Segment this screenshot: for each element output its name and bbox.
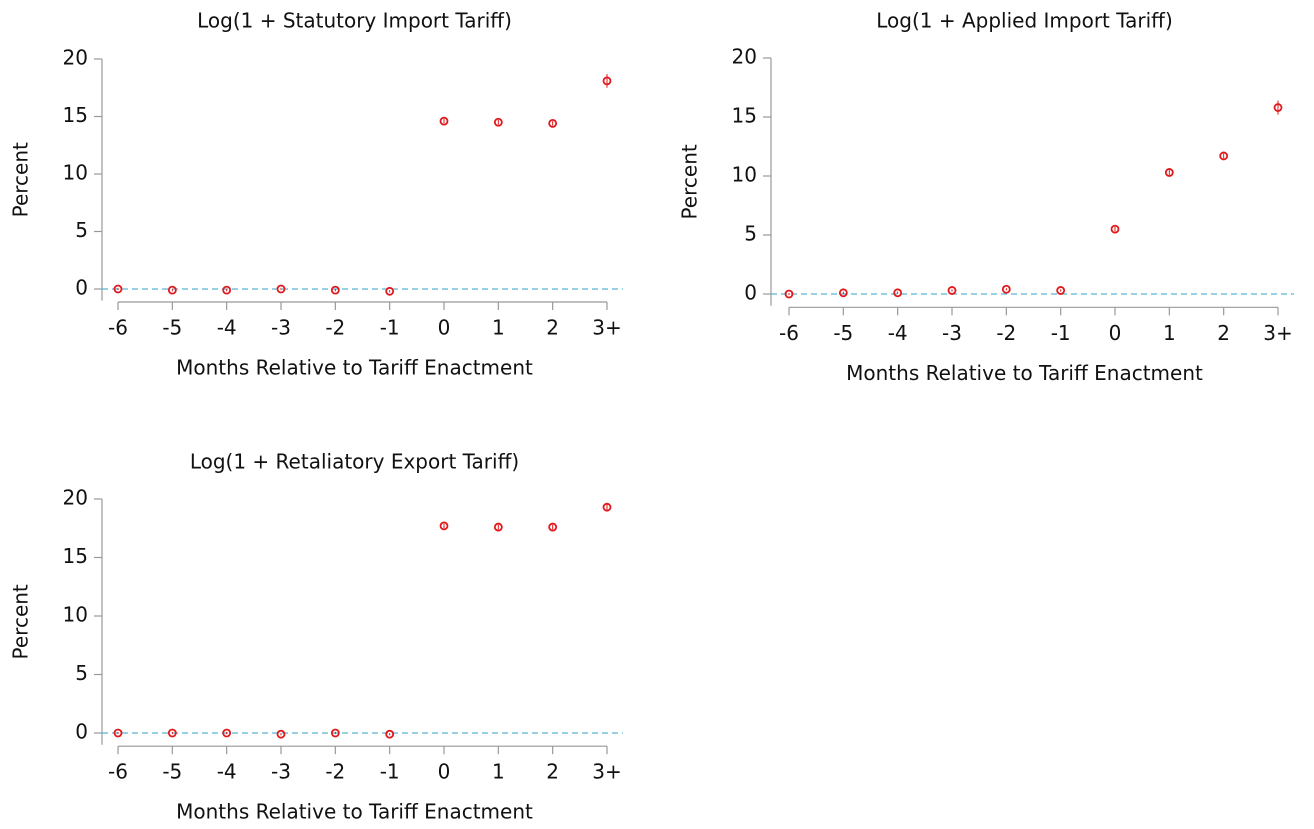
y-axis-label: Percent <box>9 142 33 217</box>
point <box>385 729 395 739</box>
x-tick-label: 2 <box>546 760 559 784</box>
x-tick-label: 2 <box>1217 321 1230 345</box>
x-tick-label: 3+ <box>592 760 621 784</box>
point <box>276 729 286 739</box>
point <box>113 284 123 294</box>
y-tick-label: 20 <box>732 45 757 69</box>
x-axis-label: Months Relative to Tariff Enactment <box>846 361 1203 385</box>
x-tick-label: -3 <box>271 316 291 340</box>
y-axis-label: Percent <box>678 144 702 219</box>
point <box>222 285 232 295</box>
x-tick-label: -2 <box>996 321 1016 345</box>
x-tick-label: -1 <box>380 316 400 340</box>
point <box>493 117 503 127</box>
point <box>1164 168 1174 177</box>
point <box>330 728 340 738</box>
point <box>222 728 232 738</box>
point <box>439 116 449 126</box>
x-tick-label: -5 <box>162 316 182 340</box>
x-tick-label: 0 <box>1109 321 1122 345</box>
x-tick-label: -2 <box>325 760 345 784</box>
y-tick-label: 15 <box>732 104 757 128</box>
chart-title: Log(1 + Retaliatory Export Tariff) <box>190 450 519 474</box>
point <box>784 289 794 299</box>
x-tick-label: 0 <box>438 316 451 340</box>
x-tick-label: 1 <box>492 760 505 784</box>
x-tick-label: 1 <box>1163 321 1176 345</box>
x-tick-label: -4 <box>888 321 908 345</box>
y-tick-label: 0 <box>75 720 88 744</box>
point <box>602 502 612 512</box>
x-tick-label: -4 <box>217 316 237 340</box>
x-tick-label: -6 <box>779 321 799 345</box>
point <box>493 522 503 532</box>
y-tick-label: 5 <box>75 661 88 685</box>
x-tick-label: -5 <box>833 321 853 345</box>
y-tick-label: 10 <box>63 161 88 185</box>
point <box>330 285 340 295</box>
point <box>548 119 558 128</box>
y-tick-label: 5 <box>744 222 757 246</box>
point <box>167 728 177 738</box>
point <box>1110 224 1120 234</box>
point <box>1056 286 1066 295</box>
chart-title: Log(1 + Applied Import Tariff) <box>876 9 1173 33</box>
x-tick-label: -1 <box>1051 321 1071 345</box>
y-tick-label: 0 <box>75 276 88 300</box>
x-tick-label: -4 <box>217 760 237 784</box>
chart-title: Log(1 + Statutory Import Tariff) <box>197 9 512 33</box>
y-tick-label: 15 <box>63 103 88 127</box>
x-tick-label: -5 <box>162 760 182 784</box>
y-tick-label: 15 <box>63 544 88 568</box>
point <box>439 521 449 531</box>
point <box>385 286 395 296</box>
point <box>1001 284 1011 294</box>
y-tick-label: 0 <box>744 281 757 305</box>
x-tick-label: 3+ <box>592 316 621 340</box>
x-tick-label: -2 <box>325 316 345 340</box>
x-tick-label: -1 <box>380 760 400 784</box>
point <box>1219 151 1229 161</box>
point <box>548 522 558 532</box>
x-tick-label: -3 <box>271 760 291 784</box>
x-tick-label: 0 <box>438 760 451 784</box>
x-axis-label: Months Relative to Tariff Enactment <box>176 356 533 380</box>
x-tick-label: -3 <box>942 321 962 345</box>
y-tick-label: 20 <box>63 46 88 70</box>
x-axis-label: Months Relative to Tariff Enactment <box>176 800 533 824</box>
y-axis-label: Percent <box>9 584 33 659</box>
point <box>893 288 903 298</box>
x-tick-label: 1 <box>492 316 505 340</box>
point <box>1273 103 1283 112</box>
y-tick-label: 5 <box>75 218 88 242</box>
point <box>276 284 286 294</box>
x-tick-label: 2 <box>546 316 559 340</box>
y-tick-label: 20 <box>63 486 88 510</box>
point <box>167 285 177 295</box>
x-tick-label: 3+ <box>1263 321 1292 345</box>
point <box>602 76 612 86</box>
x-tick-label: -6 <box>108 760 128 784</box>
point <box>838 288 848 298</box>
y-tick-label: 10 <box>732 163 757 187</box>
x-tick-label: -6 <box>108 316 128 340</box>
y-tick-label: 10 <box>63 603 88 627</box>
point <box>947 286 957 295</box>
point <box>113 728 123 738</box>
